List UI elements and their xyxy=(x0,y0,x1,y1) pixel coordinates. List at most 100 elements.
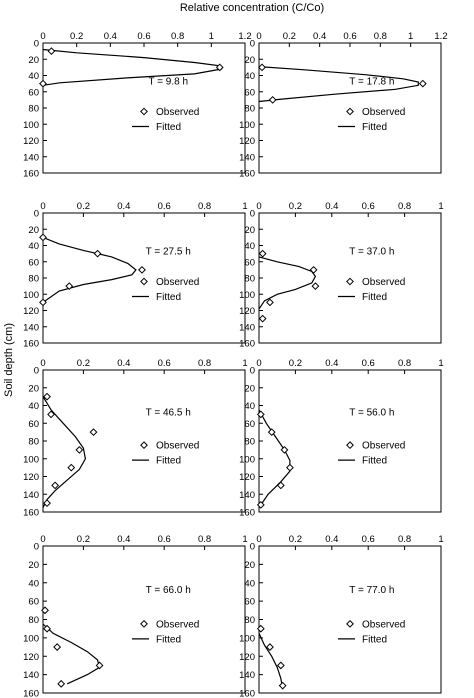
legend-fitted-label: Fitted xyxy=(156,292,181,303)
time-label: T = 46.5 h xyxy=(146,407,191,418)
legend-fitted-label: Fitted xyxy=(362,634,387,645)
fitted-line xyxy=(42,623,101,685)
x-tick-label: 1 xyxy=(242,358,247,369)
legend-observed-marker xyxy=(346,619,354,628)
observed-point xyxy=(138,265,146,274)
x-tick-label: 0.6 xyxy=(158,358,171,369)
x-tick-label: 1 xyxy=(209,31,214,42)
y-tick-label: 100 xyxy=(239,120,255,131)
panel-frame xyxy=(42,545,246,694)
x-tick-label: 0.8 xyxy=(398,201,411,212)
panel-7: 0 20 40 60 80 100 120 140 160 0 0.2 0.4 0.6 0.8 1 T = 6… xyxy=(23,534,248,698)
observed-point xyxy=(47,410,55,419)
legend-fitted-label: Fitted xyxy=(156,456,181,467)
y-tick-label: 20 xyxy=(28,225,39,236)
y-tick-label: 0 xyxy=(34,209,39,220)
time-label: T = 27.5 h xyxy=(146,247,191,258)
y-tick-label: 140 xyxy=(23,490,39,501)
x-tick-label: 0.8 xyxy=(374,31,387,42)
y-tick-label: 100 xyxy=(239,633,255,644)
legend-observed-marker xyxy=(140,619,148,628)
y-tick-label: 160 xyxy=(23,508,39,519)
y-tick-label: 140 xyxy=(239,490,255,501)
y-tick-label: 60 xyxy=(28,257,39,268)
panel-8: 0 20 40 60 80 100 120 140 160 0 0.2 0.4 0.6 0.8 1 T = 7… xyxy=(239,534,444,698)
legend-fitted-label: Fitted xyxy=(362,292,387,303)
observed-point xyxy=(418,79,427,88)
x-tick-label: 0.8 xyxy=(198,358,211,369)
observed-point xyxy=(266,298,274,307)
panel-5: 0 20 40 60 80 100 120 140 160 0 0.2 0.4 0.6 0.8 1 T = 4… xyxy=(23,358,248,519)
observed-point xyxy=(51,481,60,490)
y-tick-label: 0 xyxy=(250,542,255,553)
x-tick-label: 0.4 xyxy=(325,358,338,369)
y-tick-label: 80 xyxy=(244,104,255,115)
observed-point xyxy=(276,481,285,490)
observed-point xyxy=(256,410,265,419)
observed-point xyxy=(256,500,265,509)
y-tick-label: 20 xyxy=(244,225,255,236)
y-tick-label: 80 xyxy=(28,615,39,626)
x-tick-label: 0.8 xyxy=(171,31,184,42)
fitted-line xyxy=(42,396,87,508)
y-tick-label: 40 xyxy=(28,401,39,412)
legend-observed-marker xyxy=(140,441,148,450)
observed-point xyxy=(39,298,47,307)
y-tick-label: 80 xyxy=(244,274,255,285)
x-tick-label: 0.4 xyxy=(117,201,130,212)
x-tick-label: 0.2 xyxy=(77,534,90,545)
x-tick-label: 1.2 xyxy=(238,31,251,42)
y-tick-label: 120 xyxy=(23,472,39,483)
x-tick-label: 0 xyxy=(40,201,45,212)
observed-point xyxy=(258,249,267,258)
figure-ylabel: Soil depth (cm) xyxy=(3,323,15,397)
y-tick-label: 160 xyxy=(239,508,255,519)
y-tick-label: 100 xyxy=(23,120,39,131)
y-tick-label: 0 xyxy=(34,39,39,50)
y-tick-label: 100 xyxy=(23,290,39,301)
y-tick-label: 120 xyxy=(239,472,255,483)
x-tick-label: 0.6 xyxy=(362,358,375,369)
y-tick-label: 20 xyxy=(244,55,255,66)
y-tick-label: 160 xyxy=(239,339,255,350)
y-tick-label: 40 xyxy=(28,241,39,252)
x-tick-label: 0.8 xyxy=(398,534,411,545)
observed-point xyxy=(258,63,266,72)
y-tick-label: 20 xyxy=(28,560,39,571)
y-tick-label: 60 xyxy=(244,597,255,608)
fitted-line xyxy=(42,48,223,86)
x-tick-label: 0 xyxy=(256,31,261,42)
panel-4: 0 20 40 60 80 100 120 140 160 0 0.2 0.4 0.6 0.8 1 T = 3… xyxy=(239,201,444,350)
time-label: T = 56.0 h xyxy=(349,407,394,418)
x-tick-label: 0.4 xyxy=(117,358,130,369)
legend-observed-marker xyxy=(346,441,354,450)
legend-observed-marker xyxy=(346,107,354,116)
panel-frame xyxy=(258,369,442,513)
observed-point xyxy=(75,445,84,454)
x-tick-label: 0.2 xyxy=(77,201,90,212)
y-tick-label: 140 xyxy=(23,670,39,681)
observed-point xyxy=(286,463,294,472)
y-tick-label: 60 xyxy=(28,419,39,430)
observed-point xyxy=(215,63,224,72)
x-tick-label: 1 xyxy=(242,201,247,212)
y-tick-label: 80 xyxy=(28,274,39,285)
observed-point xyxy=(43,624,51,633)
x-tick-label: 0.8 xyxy=(198,534,211,545)
time-label: T = 9.8 h xyxy=(148,77,188,88)
legend-observed-label: Observed xyxy=(362,441,405,452)
y-tick-label: 60 xyxy=(244,257,255,268)
y-tick-label: 80 xyxy=(28,104,39,115)
legend-fitted-label: Fitted xyxy=(362,456,387,467)
x-tick-label: 0.2 xyxy=(77,358,90,369)
y-tick-label: 160 xyxy=(239,689,255,698)
y-tick-label: 160 xyxy=(239,169,255,180)
y-tick-label: 0 xyxy=(250,209,255,220)
observed-point xyxy=(280,445,289,454)
y-tick-label: 140 xyxy=(23,152,39,163)
observed-point xyxy=(267,428,276,437)
x-tick-label: 0.8 xyxy=(198,201,211,212)
x-tick-label: 0 xyxy=(256,534,261,545)
observed-point xyxy=(53,643,62,651)
